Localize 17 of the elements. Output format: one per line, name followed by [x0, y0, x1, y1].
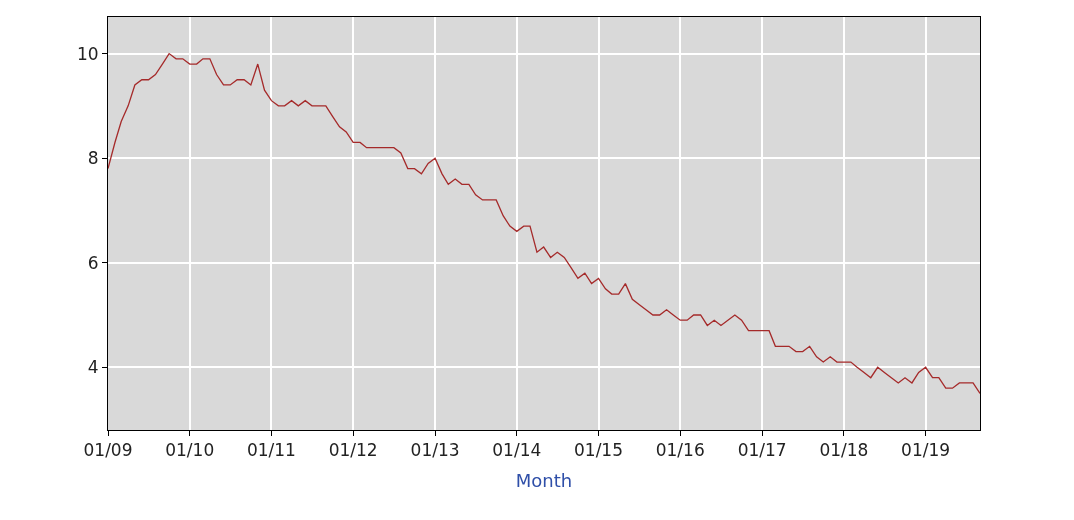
x-axis-title: Month — [515, 469, 573, 491]
x-tick-label: 01/16 — [655, 440, 705, 461]
x-tick-label: 01/12 — [328, 440, 378, 461]
x-tick-label: 01/17 — [737, 440, 787, 461]
x-tick-label: 01/15 — [574, 440, 624, 461]
x-tick-label: 01/18 — [819, 440, 869, 461]
x-tick-label: 01/13 — [410, 440, 460, 461]
x-tick-label: 01/14 — [492, 440, 542, 461]
y-tick-label: 8 — [87, 148, 99, 169]
x-tick-label: 01/11 — [246, 440, 296, 461]
x-tick-label: 01/10 — [165, 440, 215, 461]
line-series — [108, 52, 980, 395]
x-tick-label: 01/19 — [901, 440, 951, 461]
x-tick-label: 01/09 — [83, 440, 133, 461]
y-tick-label: 10 — [76, 43, 99, 64]
y-tick-label: 6 — [87, 252, 99, 273]
y-tick-label: 4 — [87, 357, 99, 378]
